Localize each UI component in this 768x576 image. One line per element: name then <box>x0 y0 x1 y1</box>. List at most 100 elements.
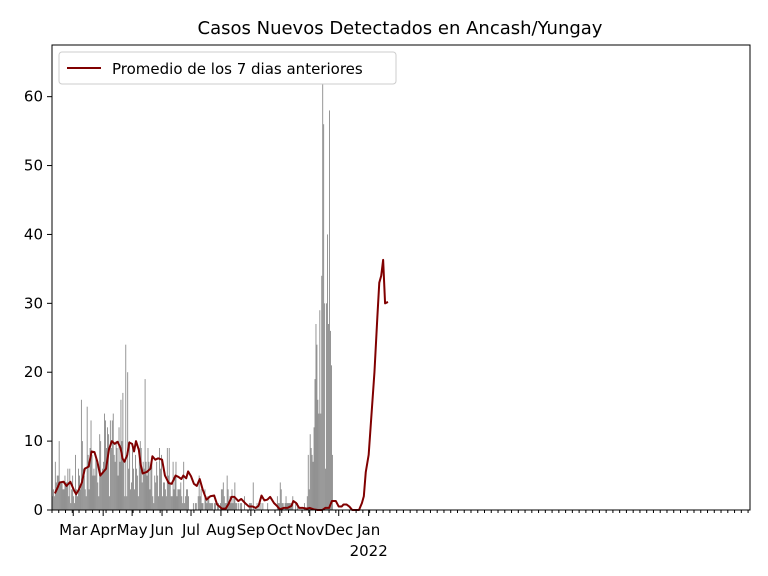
bar <box>204 489 206 510</box>
bar <box>199 496 201 510</box>
bar <box>233 496 235 510</box>
bar <box>180 482 182 510</box>
bar <box>142 461 144 510</box>
bar <box>135 468 137 510</box>
bar <box>83 475 85 510</box>
bar <box>308 489 310 510</box>
x-tick-label: Nov <box>295 521 324 539</box>
bar <box>69 468 71 510</box>
bar <box>307 454 309 510</box>
bar <box>331 365 332 510</box>
bar <box>135 454 136 510</box>
bar <box>148 461 150 510</box>
bar <box>54 461 56 510</box>
bar <box>207 496 209 510</box>
x-tick-label: Jul <box>181 521 200 539</box>
bar <box>56 475 58 510</box>
bar <box>303 503 305 510</box>
bar <box>169 482 171 510</box>
bar <box>316 344 318 510</box>
bar <box>123 461 125 510</box>
bar <box>317 399 319 510</box>
x-axis: Mar Apr May Jun Jul Aug Sep Oct Nov Dec Jan 2022 <box>51 510 749 560</box>
bar <box>160 468 161 510</box>
bar <box>131 482 132 510</box>
bar <box>174 475 176 510</box>
bar <box>138 448 140 510</box>
bar <box>143 468 145 510</box>
x-tick-label: Jan <box>356 521 380 539</box>
bar <box>236 503 238 510</box>
bar <box>318 413 320 510</box>
bar <box>327 234 328 510</box>
y-tick-label: 60 <box>24 88 43 106</box>
bar <box>52 489 54 510</box>
bar <box>113 454 115 510</box>
bar <box>60 482 62 510</box>
bar <box>149 489 151 510</box>
bar <box>224 503 226 510</box>
bar <box>55 482 57 510</box>
bar <box>154 475 156 510</box>
bar <box>172 461 174 510</box>
bar <box>107 427 108 510</box>
bar <box>107 434 109 510</box>
bar <box>87 454 89 510</box>
bar <box>320 413 322 510</box>
y-tick-label: 30 <box>24 294 43 312</box>
bar <box>295 503 297 510</box>
bar <box>329 110 330 510</box>
bar <box>96 461 98 510</box>
bar <box>220 489 222 510</box>
bar <box>324 303 326 510</box>
bar <box>147 448 149 510</box>
bar <box>326 303 327 510</box>
bar <box>134 489 135 510</box>
bar <box>124 496 126 510</box>
bar <box>122 392 124 510</box>
bar <box>217 503 218 510</box>
bar <box>282 503 284 510</box>
bar <box>111 420 113 510</box>
x-tick-label: Aug <box>206 521 235 539</box>
bar <box>104 413 105 510</box>
bar <box>110 448 112 510</box>
x-tick-label: May <box>117 521 148 539</box>
bar <box>57 475 59 510</box>
y-tick-label: 20 <box>24 363 43 381</box>
bar <box>95 454 97 510</box>
bar <box>281 503 283 510</box>
legend-label: Promedio de los 7 dias anteriores <box>112 60 363 78</box>
bar <box>115 441 117 510</box>
bar <box>72 475 74 510</box>
bar <box>119 461 121 510</box>
x-tick-label: Dec <box>324 521 353 539</box>
bar <box>77 496 78 510</box>
bar <box>159 448 160 510</box>
bar <box>168 448 170 510</box>
x-tick-label: Oct <box>267 521 293 539</box>
bar <box>267 503 269 510</box>
bar <box>68 496 70 510</box>
bar <box>80 399 82 510</box>
bar <box>171 496 173 510</box>
bar <box>229 496 231 510</box>
bar <box>108 496 110 510</box>
bar <box>151 461 153 510</box>
bar <box>188 496 189 510</box>
bar <box>179 489 181 510</box>
bar <box>206 503 208 510</box>
bar <box>137 496 139 510</box>
bar <box>322 69 324 511</box>
bar <box>158 496 160 510</box>
bar <box>81 441 83 510</box>
bar <box>136 475 138 510</box>
bar <box>202 503 204 510</box>
bar <box>284 503 286 510</box>
bar <box>230 503 232 510</box>
bar <box>209 503 211 510</box>
bar <box>286 503 288 510</box>
bar <box>140 448 142 510</box>
bar <box>79 475 80 510</box>
